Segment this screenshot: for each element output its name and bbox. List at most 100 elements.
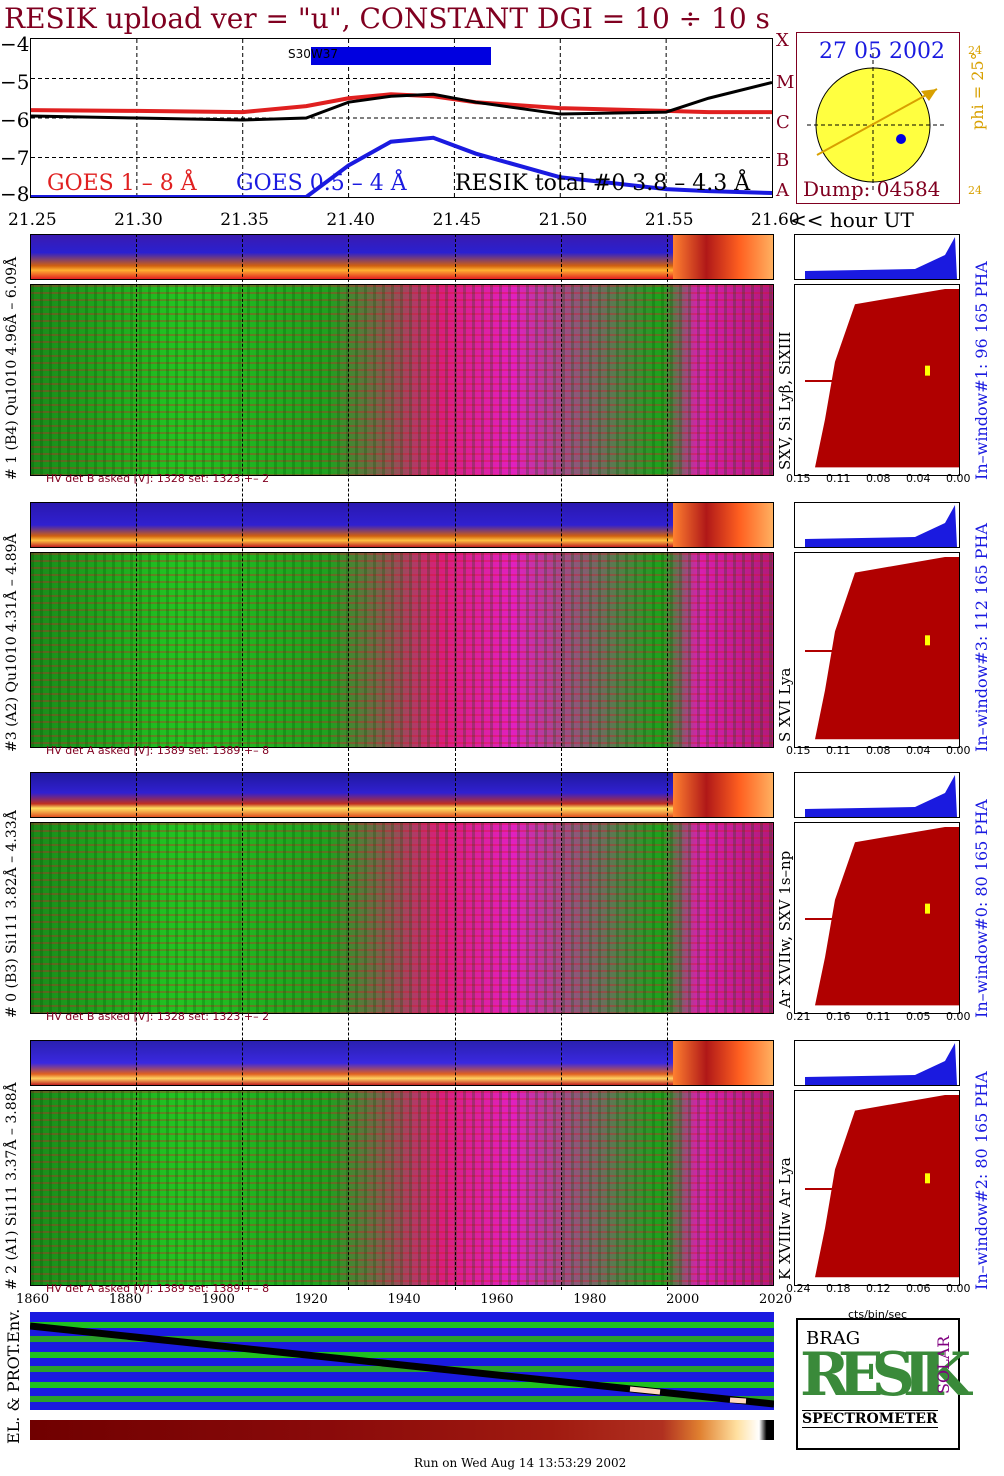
goes-legend-short: GOES 0.5 – 4 Å xyxy=(236,171,407,196)
logo-side-text: SOLAR xyxy=(934,1335,953,1394)
goes-class-letter: A xyxy=(776,180,789,201)
sun-date: 27 05 2002 xyxy=(819,39,945,64)
channel-band xyxy=(30,502,774,548)
pha-mini-plot xyxy=(794,1040,960,1086)
goes-lightcurve-chart xyxy=(31,39,772,197)
time-grid-line xyxy=(454,234,456,1290)
bottom-axis-tick: 2000 xyxy=(666,1292,700,1307)
resik-legend: RESIK total #0 3.8 – 4.3 Å xyxy=(455,171,751,196)
channel-band-flare xyxy=(673,773,773,817)
pha-tick: 0.04 xyxy=(906,472,931,485)
channel-line-label: S XVI Lya xyxy=(776,667,794,742)
pha-tick: 0.06 xyxy=(906,1282,931,1295)
sun-side-number-bottom: 24 xyxy=(968,184,982,197)
pha-mini-plot xyxy=(794,772,960,818)
spectrogram-texture xyxy=(31,823,773,1013)
pha-tick: 0.05 xyxy=(906,1010,931,1023)
time-axis-tick: 21.35 xyxy=(220,210,269,230)
environment-trend-line xyxy=(30,1322,774,1408)
channel-spectrogram xyxy=(30,822,774,1014)
pha-tick: 0.15 xyxy=(786,472,811,485)
channel-left-label: # 2 (A1) Si111 3.37Å – 3.88Å xyxy=(4,1082,20,1290)
pha-histogram xyxy=(794,1090,960,1286)
time-axis-tick: 21.55 xyxy=(644,210,694,230)
time-axis: 21.25 21.30 21.35 21.40 21.45 21.50 21.55 21.60 xyxy=(0,208,1004,234)
channel-band xyxy=(30,772,774,818)
channel-hv-label: HV det A asked [V]: 1389 set: 1389 +– 8 xyxy=(46,744,270,757)
bottom-axis-tick: 2020 xyxy=(759,1292,793,1307)
channel-band-flare xyxy=(673,235,773,279)
bottom-axis-tick: 1860 xyxy=(16,1292,50,1307)
channel-line-label: SXV, Si Lyβ, SiXIII xyxy=(776,331,794,470)
time-grid-line xyxy=(560,234,562,1290)
bottom-axis-tick: 1880 xyxy=(108,1292,142,1307)
goes-marker-label: S30W37 xyxy=(288,47,339,61)
time-axis-unit: << hour UT xyxy=(790,208,914,232)
channel-band xyxy=(30,234,774,280)
environment-rate-strip xyxy=(30,1420,774,1440)
page-title: RESIK upload ver = "u", CONSTANT DGI = 1… xyxy=(4,2,770,35)
channel-hv-label: HV det B asked [V]: 1328 set: 1323 +– 2 xyxy=(46,472,270,485)
time-grid-line xyxy=(136,234,138,1290)
pha-tick: 0.11 xyxy=(826,744,851,757)
run-timestamp: Run on Wed Aug 14 13:53:29 2002 xyxy=(414,1456,627,1470)
sun-dump: Dump: 04584 xyxy=(803,177,941,201)
goes-short-series xyxy=(31,135,772,197)
time-axis-tick: 21.25 xyxy=(8,210,57,230)
pha-tick: 0.18 xyxy=(826,1282,851,1295)
sun-side-number-top: 24 xyxy=(968,44,982,57)
channel-band-flare xyxy=(673,503,773,547)
pha-tick: 0.15 xyxy=(786,744,811,757)
bottom-axis-tick: 1920 xyxy=(294,1292,328,1307)
goes-y-tick: −7 xyxy=(0,146,30,170)
resik-logo: BRAG RESIK SOLAR SPECTROMETER xyxy=(796,1318,971,1450)
goes-lightcurve-panel: S30W37 GOES 1 – 8 Å GOES 0.5 – 4 Å RESIK… xyxy=(30,38,773,198)
goes-class-letter: M xyxy=(776,72,795,93)
pha-tick: 0.00 xyxy=(946,744,971,757)
pha-tick: 0.24 xyxy=(786,1282,811,1295)
pha-histogram xyxy=(794,552,960,748)
spectrogram-texture xyxy=(31,1091,773,1285)
logo-top-text: BRAG xyxy=(806,1328,861,1349)
channel-spectrogram xyxy=(30,552,774,748)
time-axis-tick: 21.45 xyxy=(432,210,482,230)
channel-hv-label: HV det A asked [V]: 1389 set: 1389 +– 8 xyxy=(46,1282,270,1295)
channel-right-label: In–window#0: 80 165 PHA xyxy=(972,799,991,1018)
goes-class-letter: X xyxy=(776,30,789,51)
pha-unit: cts/bin/sec xyxy=(848,1308,908,1321)
environment-panel xyxy=(30,1312,774,1410)
goes-legend-long: GOES 1 – 8 Å xyxy=(47,171,197,196)
spectrogram-texture xyxy=(31,285,773,475)
time-axis-tick: 21.50 xyxy=(538,210,588,230)
pha-mini-plot xyxy=(794,502,960,548)
pha-tick: 0.21 xyxy=(786,1010,811,1023)
bottom-axis-tick: 1900 xyxy=(201,1292,235,1307)
time-axis-tick: 21.60 xyxy=(751,210,800,230)
pha-tick: 0.16 xyxy=(826,1010,851,1023)
goes-class-letter: C xyxy=(776,112,790,133)
sun-phi-angle: phi = 25° xyxy=(968,52,987,130)
channel-line-label: Ar XVIIw, SXV 1s–np xyxy=(776,850,794,1008)
bottom-axis-tick: 1980 xyxy=(573,1292,607,1307)
channel-band xyxy=(30,1040,774,1086)
time-grid-line xyxy=(242,234,244,1290)
pha-mini-plot xyxy=(794,234,960,280)
goes-y-tick: −4 xyxy=(0,32,30,56)
pha-histogram xyxy=(794,822,960,1014)
logo-bottom-text: SPECTROMETER xyxy=(802,1410,938,1428)
goes-class-letter: B xyxy=(776,150,790,171)
pha-tick: 0.00 xyxy=(946,472,971,485)
time-grid-line xyxy=(348,234,350,1290)
channel-left-label: # 0 (B3) Si111 3.82Å – 4.33Å xyxy=(4,810,20,1018)
environment-label: EL. & PROT.Env. xyxy=(4,1308,23,1444)
time-grid-line xyxy=(666,234,668,1290)
pha-tick: 0.11 xyxy=(866,1010,891,1023)
pha-tick: 0.00 xyxy=(946,1010,971,1023)
bottom-axis: 1860 1880 1900 1920 1940 1960 1980 2000 2020 xyxy=(0,1292,793,1312)
pha-tick: 0.12 xyxy=(866,1282,891,1295)
sun-disk xyxy=(807,53,945,193)
channel-line-label: K XVIIIw Ar Lya xyxy=(776,1157,794,1280)
pha-tick: 0.08 xyxy=(866,472,891,485)
sun-disk-panel: 27 05 2002 Dump: 04584 xyxy=(796,32,960,204)
channel-right-label: In–window#2: 80 165 PHA xyxy=(972,1071,991,1290)
